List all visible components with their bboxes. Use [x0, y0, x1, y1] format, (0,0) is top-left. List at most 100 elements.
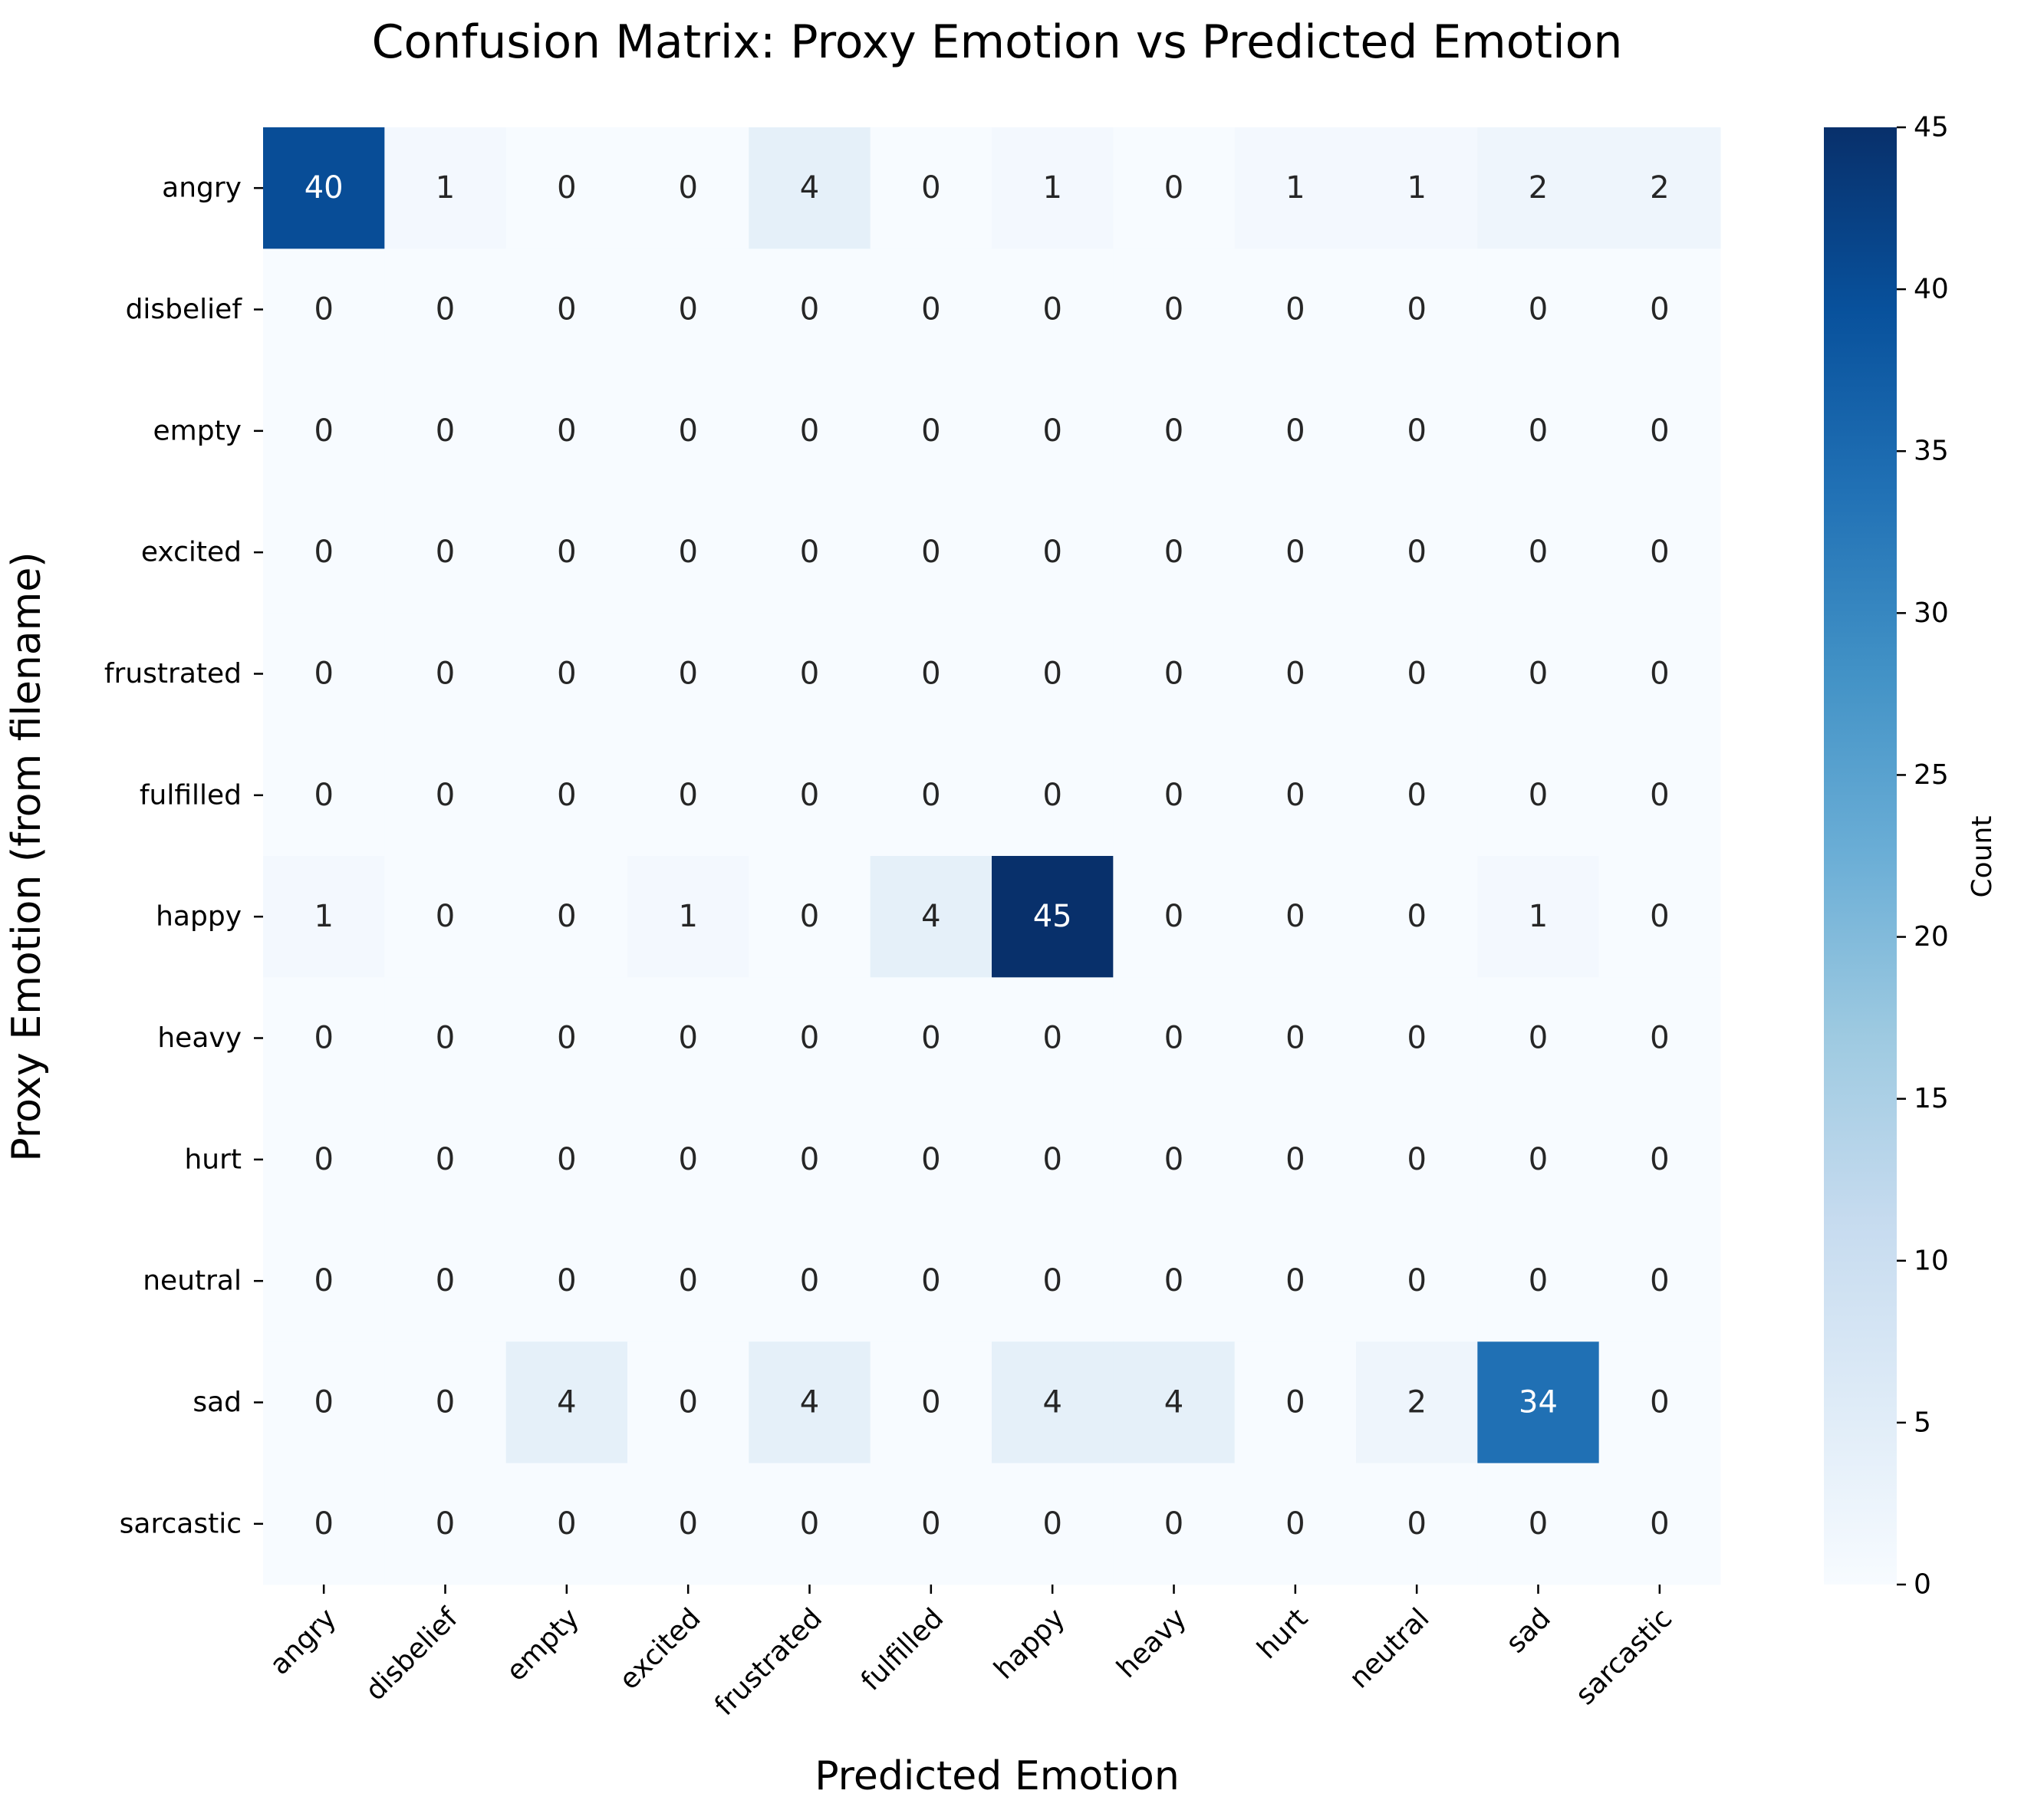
cell-value-label: 0	[678, 1142, 697, 1177]
heatmap-cell	[1356, 1341, 1478, 1464]
cell-value-label: 0	[678, 413, 697, 449]
cell-value-label: 0	[1650, 1385, 1669, 1420]
x-tick-label: sarcastic	[1570, 1602, 1679, 1711]
y-tick-label: heavy	[157, 1022, 242, 1054]
heatmap-cell	[1477, 977, 1600, 1100]
heatmap-cell	[749, 1220, 871, 1342]
cell-value-label: 0	[436, 292, 455, 327]
cell-value-label: 0	[557, 170, 576, 206]
heatmap-cell	[384, 1341, 507, 1464]
y-tick-label: fulfilled	[140, 779, 242, 811]
y-tick-label: happy	[156, 901, 242, 933]
heatmap-cell	[1356, 1098, 1478, 1221]
cell-value-label: 0	[1650, 292, 1669, 327]
cell-value-label: 0	[1650, 1506, 1669, 1542]
cell-value-label: 0	[1164, 1142, 1183, 1177]
heatmap-cell	[870, 1220, 992, 1342]
cell-value-label: 0	[436, 1385, 455, 1420]
cell-value-label: 0	[1650, 657, 1669, 692]
cell-value-label: 1	[1407, 170, 1426, 206]
heatmap-cell	[749, 248, 871, 371]
x-axis-label: Predicted Emotion	[815, 1753, 1180, 1799]
cell-value-label: 0	[1407, 413, 1426, 449]
colorbar-tick-label: 45	[1914, 112, 1949, 143]
cell-value-label: 0	[1529, 1021, 1548, 1056]
cell-value-label: 0	[1529, 657, 1548, 692]
heatmap-cell	[1113, 492, 1236, 614]
cell-value-label: 0	[1407, 1021, 1426, 1056]
colorbar-tick-label: 0	[1914, 1569, 1931, 1601]
cell-value-label: 0	[678, 292, 697, 327]
heatmap-cell	[1234, 734, 1357, 857]
cell-value-label: 0	[921, 1385, 940, 1420]
heatmap-cell	[627, 977, 749, 1100]
cell-value-label: 0	[1407, 1263, 1426, 1298]
heatmap-cell	[992, 248, 1114, 371]
heatmap-cell	[870, 856, 992, 978]
heatmap-cell	[870, 1341, 992, 1464]
colorbar-gradient	[1824, 127, 1897, 1585]
colorbar-tick-label: 20	[1914, 921, 1949, 953]
cell-value-label: 2	[1650, 170, 1669, 206]
heatmap-cell	[263, 613, 385, 736]
heatmap-cell	[749, 734, 871, 857]
heatmap-cell	[1234, 492, 1357, 614]
heatmap-cell	[505, 1098, 628, 1221]
cell-value-label: 0	[314, 1142, 333, 1177]
cell-value-label: 0	[1407, 899, 1426, 934]
colorbar-tick-label: 5	[1914, 1407, 1931, 1438]
heatmap-cell	[1598, 613, 1721, 736]
heatmap-cell	[1477, 734, 1600, 857]
heatmap-cell	[1234, 248, 1357, 371]
cell-value-label: 0	[1285, 899, 1305, 934]
heatmap-cell	[1477, 1098, 1600, 1221]
heatmap-cell	[1477, 613, 1600, 736]
cell-value-label: 0	[1042, 1021, 1062, 1056]
cell-value-label: 0	[1407, 778, 1426, 813]
cell-value-label: 0	[1164, 657, 1183, 692]
cell-value-label: 0	[557, 1021, 576, 1056]
heatmap-cell	[1113, 248, 1236, 371]
cell-value-label: 40	[304, 170, 344, 206]
heatmap-cell	[870, 977, 992, 1100]
cell-value-label: 0	[1650, 899, 1669, 934]
cell-value-label: 0	[678, 1263, 697, 1298]
colorbar: 0 5 10 15 20 25 30 35 40 45	[1824, 112, 1949, 1601]
cell-value-label: 0	[921, 1506, 940, 1542]
cell-value-label: 0	[314, 292, 333, 327]
cell-value-label: 0	[436, 1263, 455, 1298]
cell-value-label: 0	[1529, 1506, 1548, 1542]
heatmap-cell	[1598, 127, 1721, 249]
heatmap-cell	[1477, 370, 1600, 492]
cell-value-label: 45	[1033, 899, 1072, 934]
cell-value-label: 0	[557, 1263, 576, 1298]
heatmap-cell	[505, 127, 628, 249]
cell-value-label: 0	[1529, 292, 1548, 327]
heatmap-cell	[505, 613, 628, 736]
heatmap-cell	[384, 248, 507, 371]
heatmap-cell	[505, 1220, 628, 1342]
heatmap-cell	[505, 734, 628, 857]
heatmap-cell	[1598, 1220, 1721, 1342]
heatmap-cell	[1356, 977, 1478, 1100]
cell-value-label: 0	[1042, 1263, 1062, 1298]
heatmap-cell	[870, 1463, 992, 1585]
heatmap-cell	[384, 127, 507, 249]
cell-value-label: 0	[314, 1506, 333, 1542]
heatmap-cell	[1113, 613, 1236, 736]
cell-value-label: 0	[1285, 1142, 1305, 1177]
heatmap-cell	[384, 613, 507, 736]
cell-value-label: 0	[1164, 778, 1183, 813]
x-tick-label: neutral	[1344, 1602, 1436, 1694]
heatmap-cell	[870, 248, 992, 371]
cell-value-label: 0	[1285, 657, 1305, 692]
cell-value-label: 1	[314, 899, 333, 934]
x-tick-label: excited	[614, 1602, 707, 1696]
cell-value-label: 0	[800, 899, 819, 934]
heatmap-cell	[505, 370, 628, 492]
cell-value-label: 0	[436, 1506, 455, 1542]
cell-value-label: 4	[557, 1385, 576, 1420]
cell-value-label: 0	[800, 778, 819, 813]
heatmap-cell	[749, 613, 871, 736]
